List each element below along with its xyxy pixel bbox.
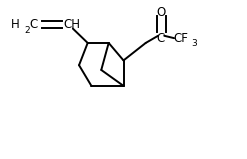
- Text: CF: CF: [173, 32, 188, 45]
- Text: C: C: [29, 18, 37, 31]
- Text: CH: CH: [63, 18, 80, 31]
- Text: H: H: [11, 18, 20, 31]
- Text: 2: 2: [24, 26, 30, 35]
- Text: C: C: [157, 32, 165, 45]
- Text: O: O: [157, 6, 166, 19]
- Text: 3: 3: [191, 39, 197, 48]
